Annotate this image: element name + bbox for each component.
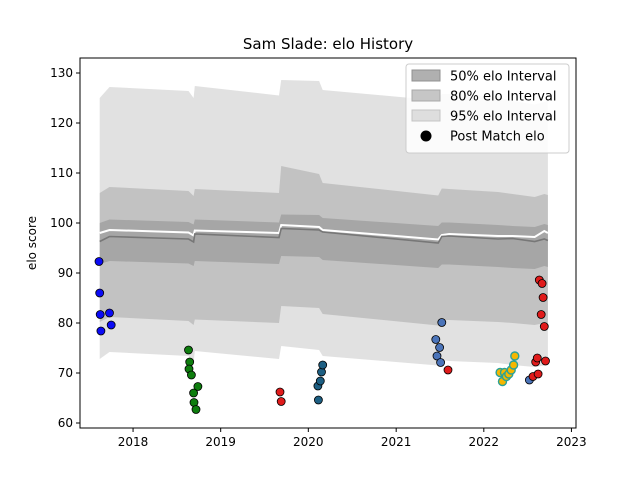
chart-title: Sam Slade: elo History xyxy=(243,35,413,53)
y-tick-label: 120 xyxy=(50,116,73,130)
data-point xyxy=(541,356,550,366)
data-point xyxy=(96,326,106,336)
x-tick-label: 2019 xyxy=(205,435,236,449)
y-tick-label: 60 xyxy=(58,416,73,430)
y-tick-label: 110 xyxy=(50,166,73,180)
data-point xyxy=(536,310,546,319)
data-point xyxy=(95,288,105,298)
legend-label: Post Match elo xyxy=(450,130,545,145)
data-point xyxy=(431,335,441,344)
x-tick-label: 2021 xyxy=(381,435,412,449)
data-point xyxy=(275,387,285,397)
data-point xyxy=(508,360,519,370)
y-tick-label: 70 xyxy=(58,366,73,380)
x-tick-label: 2022 xyxy=(469,435,500,449)
data-point xyxy=(318,360,328,370)
data-point xyxy=(532,353,542,363)
legend-swatch-interval xyxy=(411,89,441,102)
legend-swatch-point xyxy=(420,130,432,142)
legend-frame xyxy=(405,63,570,154)
data-point xyxy=(105,308,114,318)
data-point xyxy=(276,397,286,406)
x-tick-label: 2023 xyxy=(556,435,587,449)
y-tick-label: 80 xyxy=(58,316,73,330)
plot-frame xyxy=(79,57,577,429)
mean-elo-line xyxy=(99,223,549,241)
x-tick-label: 2018 xyxy=(118,435,149,449)
center-elo-line xyxy=(99,227,549,244)
interval-50-band xyxy=(99,214,548,269)
data-point xyxy=(435,343,445,352)
legend-swatch-interval xyxy=(411,69,441,82)
data-point xyxy=(106,320,116,330)
legend-swatch-interval xyxy=(411,109,441,122)
data-point xyxy=(95,310,105,319)
data-point xyxy=(186,370,196,380)
data-point xyxy=(533,369,543,379)
data-point xyxy=(539,322,549,331)
legend-label: 95% elo Interval xyxy=(450,110,557,125)
data-point xyxy=(537,279,547,288)
data-point xyxy=(189,388,199,398)
data-point xyxy=(193,382,203,391)
data-point xyxy=(313,395,323,405)
data-point xyxy=(510,351,520,361)
y-tick-label: 130 xyxy=(50,66,73,80)
x-tick-label: 2020 xyxy=(293,435,324,449)
data-point xyxy=(191,405,201,414)
y-tick-label: 90 xyxy=(58,266,73,280)
data-point xyxy=(315,376,325,386)
legend-label: 80% elo Interval xyxy=(450,90,557,105)
data-point xyxy=(443,365,453,375)
y-tick-label: 100 xyxy=(50,216,73,230)
data-point xyxy=(437,318,447,327)
legend: 50% elo Interval 80% elo Interval 95% elo … xyxy=(405,63,570,154)
data-point xyxy=(538,293,548,302)
y-axis-label: elo score xyxy=(25,216,39,270)
data-point xyxy=(94,257,104,266)
data-point xyxy=(184,345,193,355)
interval-80-band xyxy=(99,166,548,326)
data-point xyxy=(436,358,446,367)
legend-label: 50% elo Interval xyxy=(450,70,557,85)
